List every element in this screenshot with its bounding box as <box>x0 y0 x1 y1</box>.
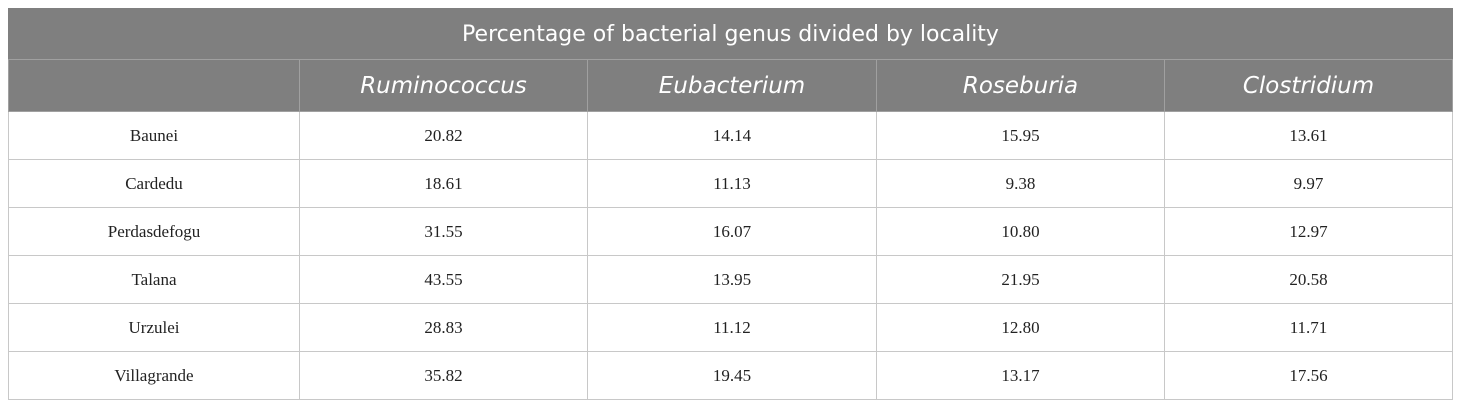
row-label: Baunei <box>8 111 300 160</box>
cell: 9.38 <box>876 159 1165 208</box>
cell: 11.71 <box>1163 303 1454 352</box>
table-row: Villagrande 35.82 19.45 13.17 17.56 <box>8 351 1454 400</box>
column-header: Ruminococcus <box>299 59 588 112</box>
table-row: Talana 43.55 13.95 21.95 20.58 <box>8 255 1454 304</box>
cell: 9.97 <box>1163 159 1454 208</box>
cell: 28.83 <box>299 303 588 352</box>
data-table: Percentage of bacterial genus divided by… <box>7 8 1454 400</box>
row-label: Cardedu <box>8 159 300 208</box>
row-label: Perdasdefogu <box>8 207 300 256</box>
cell: 16.07 <box>587 207 877 256</box>
cell: 17.56 <box>1163 351 1454 400</box>
table-row: Urzulei 28.83 11.12 12.80 11.71 <box>8 303 1454 352</box>
cell: 11.12 <box>587 303 877 352</box>
table-title: Percentage of bacterial genus divided by… <box>7 8 1454 60</box>
corner-cell <box>8 59 300 112</box>
cell: 15.95 <box>876 111 1165 160</box>
cell: 11.13 <box>587 159 877 208</box>
cell: 18.61 <box>299 159 588 208</box>
cell: 13.61 <box>1163 111 1454 160</box>
cell: 19.45 <box>587 351 877 400</box>
cell: 12.97 <box>1163 207 1454 256</box>
table-row: Perdasdefogu 31.55 16.07 10.80 12.97 <box>8 207 1454 256</box>
table-row: Baunei 20.82 14.14 15.95 13.61 <box>8 111 1454 160</box>
row-label: Urzulei <box>8 303 300 352</box>
row-label: Talana <box>8 255 300 304</box>
column-header: Clostridium <box>1163 59 1454 112</box>
header-row: Ruminococcus Eubacterium Roseburia Clostrid… <box>8 59 1454 112</box>
cell: 13.17 <box>876 351 1165 400</box>
cell: 14.14 <box>587 111 877 160</box>
cell: 43.55 <box>299 255 588 304</box>
table-row: Cardedu 18.61 11.13 9.38 9.97 <box>8 159 1454 208</box>
table-body: Baunei 20.82 14.14 15.95 13.61 Cardedu 18.61 11… <box>8 111 1454 400</box>
cell: 20.58 <box>1163 255 1454 304</box>
cell: 12.80 <box>876 303 1165 352</box>
column-header: Roseburia <box>876 59 1165 112</box>
cell: 10.80 <box>876 207 1165 256</box>
row-label: Villagrande <box>8 351 300 400</box>
cell: 21.95 <box>876 255 1165 304</box>
column-header: Eubacterium <box>587 59 877 112</box>
cell: 35.82 <box>299 351 588 400</box>
cell: 20.82 <box>299 111 588 160</box>
cell: 31.55 <box>299 207 588 256</box>
cell: 13.95 <box>587 255 877 304</box>
